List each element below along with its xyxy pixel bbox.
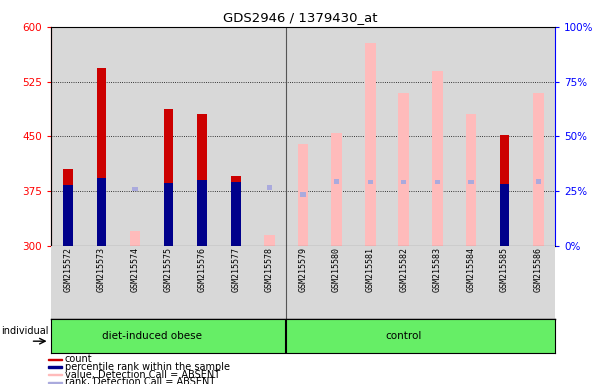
Text: GSM215579: GSM215579 <box>299 247 308 292</box>
Bar <box>466 114 476 246</box>
Bar <box>63 169 73 185</box>
Text: GSM215581: GSM215581 <box>366 247 375 292</box>
Text: GSM215583: GSM215583 <box>433 247 442 292</box>
Bar <box>500 135 509 246</box>
Text: GSM215572: GSM215572 <box>64 247 73 292</box>
Text: GSM215580: GSM215580 <box>332 247 341 292</box>
Bar <box>97 68 106 178</box>
Text: rank, Detection Call = ABSENT: rank, Detection Call = ABSENT <box>65 377 215 384</box>
Text: value, Detection Call = ABSENT: value, Detection Call = ABSENT <box>65 370 220 380</box>
Bar <box>164 109 173 183</box>
Bar <box>197 180 207 246</box>
Bar <box>500 184 509 246</box>
Text: count: count <box>65 354 92 364</box>
Text: control: control <box>386 331 422 341</box>
Bar <box>164 109 173 246</box>
Bar <box>298 144 308 246</box>
Text: GSM215573: GSM215573 <box>97 247 106 292</box>
Bar <box>63 185 73 246</box>
Text: GSM215574: GSM215574 <box>131 247 139 292</box>
Text: GSM215586: GSM215586 <box>534 247 543 292</box>
Bar <box>365 43 376 246</box>
Bar <box>48 359 62 360</box>
Text: GSM215577: GSM215577 <box>232 247 240 292</box>
Text: GSM215578: GSM215578 <box>265 247 274 292</box>
Text: GDS2946 / 1379430_at: GDS2946 / 1379430_at <box>223 12 377 25</box>
Text: GSM215582: GSM215582 <box>400 247 409 292</box>
Text: individual: individual <box>1 326 49 336</box>
Bar <box>533 93 544 246</box>
Bar <box>130 231 140 246</box>
Bar <box>267 185 272 190</box>
Bar <box>48 366 62 368</box>
Bar <box>231 177 241 246</box>
Text: GSM215584: GSM215584 <box>467 247 476 292</box>
Text: percentile rank within the sample: percentile rank within the sample <box>65 362 230 372</box>
Bar <box>368 180 373 184</box>
Bar <box>334 179 339 184</box>
Bar <box>97 68 106 246</box>
Bar <box>48 374 62 376</box>
Bar <box>500 135 509 184</box>
Bar <box>264 235 275 246</box>
Bar <box>435 180 440 184</box>
Bar <box>536 179 541 184</box>
Bar <box>97 178 106 246</box>
Bar <box>432 71 443 246</box>
Bar <box>231 176 241 182</box>
Bar <box>197 114 207 180</box>
Bar <box>164 183 173 246</box>
Bar <box>331 132 342 246</box>
Bar <box>133 187 137 191</box>
Text: GSM215575: GSM215575 <box>164 247 173 292</box>
Bar <box>63 169 73 246</box>
Text: GSM215576: GSM215576 <box>198 247 206 292</box>
Bar <box>48 382 62 383</box>
Bar <box>401 180 406 184</box>
Bar <box>231 182 241 246</box>
Bar <box>301 192 305 197</box>
Text: GSM215585: GSM215585 <box>500 247 509 292</box>
Bar <box>197 114 207 246</box>
Bar <box>398 93 409 246</box>
Bar <box>469 180 473 184</box>
Text: diet-induced obese: diet-induced obese <box>102 331 202 341</box>
